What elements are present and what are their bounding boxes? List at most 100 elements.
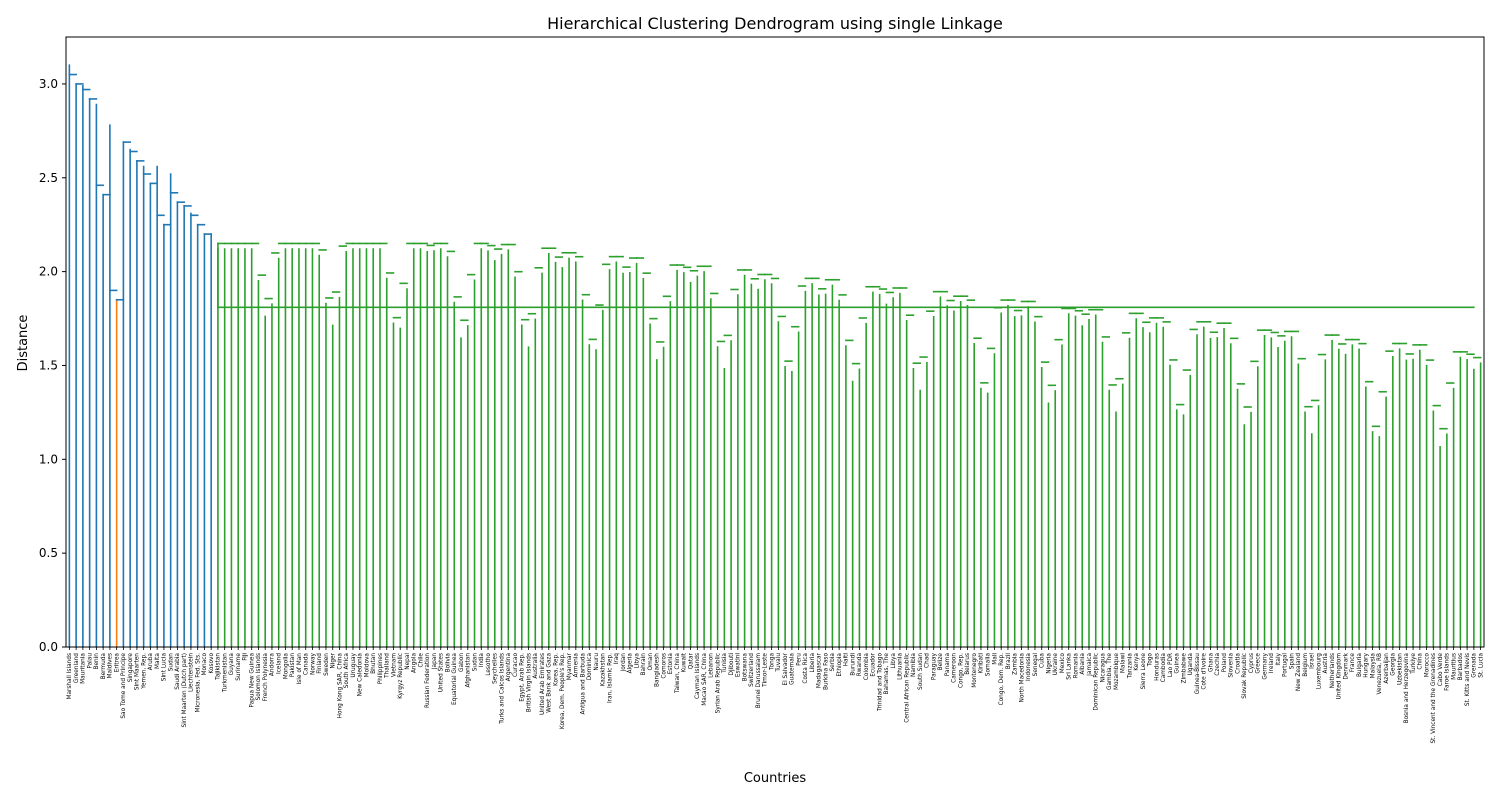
leaf-label: Spain <box>1289 653 1295 670</box>
leaf-label: Papua New Guinea <box>249 653 255 708</box>
leaf-label: New Caledonia <box>358 653 364 697</box>
leaf-label: Bosnia and Herzegovina <box>1404 653 1410 724</box>
y-axis-ticks: 0.0 0.5 1.0 1.5 2.0 2.5 3.0 <box>39 77 66 654</box>
leaf-label: Israel <box>1310 653 1316 669</box>
leaf-label: Namibia <box>911 653 917 677</box>
leaf-label: Honduras <box>1154 653 1160 681</box>
leaf-label: Afghanistan <box>466 653 472 688</box>
leaf-label: North Macedonia <box>1019 653 1025 703</box>
leaf-label: Lithuania <box>898 653 904 680</box>
leaf-label: Moldova <box>364 653 370 678</box>
plot-frame <box>65 36 1485 648</box>
leaf-label: Uruguay <box>351 652 357 677</box>
leaf-label: Lesotho <box>486 653 492 676</box>
leaf-label: Mauritius <box>1451 653 1457 680</box>
leaf-label: Myanmar <box>567 652 573 680</box>
leaf-label: Serbia <box>830 653 836 672</box>
leaf-label: Guyana <box>229 653 235 676</box>
leaf-label: British Virgin Islands <box>526 653 532 712</box>
leaf-label: Taiwan, China <box>675 653 681 694</box>
leaf-label: Ireland <box>1269 653 1275 673</box>
leaf-label: Sao Tome and Principe <box>121 653 127 719</box>
leaf-label: Argentina <box>506 653 512 682</box>
leaf-label: St. Kitts and Nevis <box>1465 653 1471 706</box>
leaf-label: Mexico <box>1060 653 1066 674</box>
leaf-label: Gambia, The <box>1107 653 1113 690</box>
leaf-label: Croatia <box>1235 653 1241 674</box>
leaf-label: Libya <box>891 653 897 669</box>
leaf-label: Colombia <box>864 653 870 681</box>
leaf-label: Switzerland <box>749 653 755 687</box>
leaf-label: Micronesia, Fed. Sts. <box>195 653 201 713</box>
leaf-label: Paraguay <box>931 652 937 680</box>
leaf-label: Bolivia <box>445 653 451 673</box>
leaf-label: Palau <box>87 653 93 669</box>
leaf-label: Burkina Faso <box>823 653 829 690</box>
leaf-label: Azerbaijan <box>1384 653 1390 684</box>
leaf-label: Finland <box>317 653 323 674</box>
leaf-label: Ecuador <box>871 652 877 676</box>
leaf-label: Morocco <box>1424 653 1430 678</box>
leaf-label: Macao SAR, China <box>702 653 708 706</box>
leaf-label: Philippines <box>378 653 384 684</box>
leaf-label: France <box>1350 653 1356 673</box>
leaf-labels: Marshall Islands Greenland Mauritania Palau… <box>67 647 1484 744</box>
leaf-label: China <box>1418 653 1424 670</box>
leaf-label: Poland <box>1222 653 1228 673</box>
leaf-label: Uganda <box>1188 653 1194 676</box>
leaf-label: Brunei Darussalam <box>756 653 762 709</box>
y-tick-label: 2.5 <box>39 171 58 185</box>
leaf-label: Liechtenstein <box>189 653 195 692</box>
leaf-label: Saudi Arabia <box>175 653 181 690</box>
leaf-label: Bermuda <box>101 653 107 680</box>
leaf-label: Djibouti <box>729 653 735 676</box>
leaf-label: Turkmenistan <box>222 653 228 693</box>
leaf-label: Nigeria <box>1046 653 1052 674</box>
leaf-label: Thailand <box>385 653 391 679</box>
leaf-label: Curacao <box>513 653 519 677</box>
leaf-label: Kosovo <box>209 653 215 674</box>
leaf-label: Norway <box>310 652 316 675</box>
leaf-label: Estonia <box>668 653 674 675</box>
leaf-label: Greenland <box>74 653 80 683</box>
y-tick-label: 3.0 <box>39 77 58 91</box>
leaf-label: Solomon Islands <box>256 653 262 700</box>
leaf-label: Nepal <box>405 653 411 670</box>
leaf-label: South Africa <box>344 653 350 689</box>
leaf-label: Sweden <box>324 653 330 676</box>
leaf-label: Grenada <box>1472 653 1478 678</box>
leaf-label: Jordan <box>621 653 627 673</box>
dendrogram-marks <box>68 64 1482 648</box>
leaf-label: Yemen, Rep. <box>141 653 147 690</box>
leaf-label: Jamaica <box>1087 653 1093 677</box>
leaf-label: Bangladesh <box>655 653 661 687</box>
leaf-label: Seychelles <box>493 653 499 684</box>
leaf-label: Sint Lucia <box>162 653 168 682</box>
leaf-label: Kiribati <box>979 653 985 674</box>
leaf-label: Malawi <box>1121 653 1127 673</box>
leaf-label: Bhutan <box>371 653 377 674</box>
y-axis-label: Distance <box>16 315 31 372</box>
x-axis-label: Countries <box>744 771 807 786</box>
leaf-label: Congo, Rep. <box>958 653 964 688</box>
leaf-label: Madagascar <box>817 652 823 688</box>
leaf-label: Turks and Caicos Islands <box>499 653 505 725</box>
leaf-label: Benin <box>94 653 100 670</box>
leaf-label: Botswana <box>742 653 748 682</box>
leaf-label: Germany <box>1262 652 1268 679</box>
leaf-label: Comoros <box>661 653 667 679</box>
leaf-label: Antigua and Barbuda <box>580 653 586 715</box>
leaf-label: Barbados <box>1458 653 1464 680</box>
leaf-label: Italy <box>1276 652 1282 665</box>
leaf-label: Korea, Rep. <box>553 653 559 686</box>
leaf-label: Zimbabwe <box>1181 653 1187 684</box>
leaf-label: Hong Kong SAR, China <box>337 653 343 719</box>
leaf-label: Angola <box>412 653 418 673</box>
leaf-label: Lao PDR <box>1168 653 1174 677</box>
leaf-label: United States <box>439 653 445 692</box>
leaf-label: Austria <box>1323 653 1329 674</box>
leaf-label: Pakistan <box>290 653 296 678</box>
leaf-label: Romania <box>1073 653 1079 679</box>
leaf-label: Fiji <box>243 653 249 661</box>
leaf-label: Nauru <box>594 653 600 671</box>
